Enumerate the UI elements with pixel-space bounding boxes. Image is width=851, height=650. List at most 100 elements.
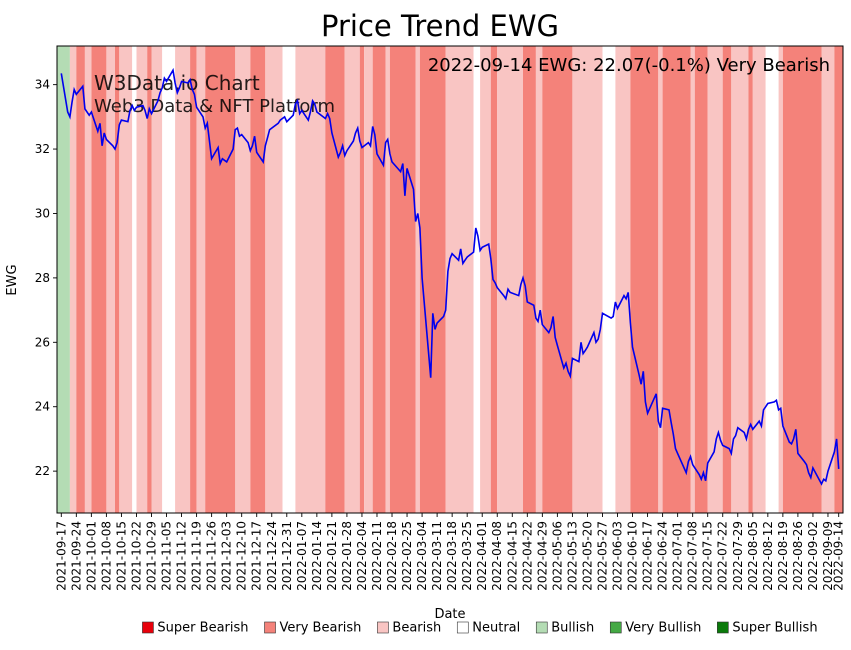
x-tick-label: 2022-02-18	[385, 521, 399, 591]
legend-swatch-bearish	[377, 621, 389, 634]
x-tick-label: 2022-06-03	[611, 521, 625, 591]
x-axis-ticks: 2021-09-17 2021-09-24 2021-10-01 2021-10-08…	[54, 513, 846, 591]
sentiment-band-very_bearish	[419, 46, 446, 513]
x-tick-label: 2022-02-25	[400, 521, 414, 591]
sentiment-band-very_bearish	[389, 46, 416, 513]
legend-label-neutral: Neutral	[472, 621, 520, 636]
x-tick-label: 2022-09-14	[832, 521, 846, 591]
sentiment-band-very_bearish	[91, 46, 107, 513]
x-tick-label: 2022-05-20	[580, 521, 594, 591]
sentiment-band-bearish	[69, 46, 77, 513]
sentiment-band-neutral	[162, 46, 176, 513]
sentiment-band-bearish	[480, 46, 491, 513]
x-tick-label: 2022-07-08	[686, 521, 700, 591]
sentiment-band-bearish	[364, 46, 373, 513]
sentiment-band-very_bearish	[748, 46, 753, 513]
y-tick-label: 24	[35, 400, 50, 414]
x-tick-label: 2021-10-22	[129, 521, 143, 591]
latest-value-annotation: 2022-09-14 EWG: 22.07(-0.1%) Very Bearis…	[428, 55, 830, 76]
sentiment-band-bearish	[295, 46, 326, 513]
sentiment-band-very_bearish	[523, 46, 536, 513]
x-tick-label: 2022-01-14	[310, 521, 324, 591]
sentiment-band-bullish	[57, 46, 70, 513]
sentiment-band-very_bearish	[662, 46, 691, 513]
x-tick-label: 2021-12-24	[265, 521, 279, 591]
x-tick-label: 2022-07-29	[731, 521, 745, 591]
sentiment-band-very_bearish	[205, 46, 236, 513]
sentiment-band-very_bearish	[694, 46, 708, 513]
legend-label-very_bullish: Very Bullish	[625, 621, 701, 636]
sentiment-band-very_bearish	[542, 46, 573, 513]
y-tick-label: 28	[35, 271, 50, 285]
sentiment-band-very_bearish	[722, 46, 732, 513]
x-tick-label: 2021-10-01	[84, 521, 98, 591]
sentiment-band-very_bearish	[190, 46, 197, 513]
sentiment-band-neutral	[765, 46, 779, 513]
chart-title: Price Trend EWG	[321, 9, 559, 43]
x-tick-label: 2022-04-22	[520, 521, 534, 591]
sentiment-band-bearish	[119, 46, 133, 513]
price-line	[60, 67, 840, 486]
x-tick-label: 2022-09-09	[821, 521, 835, 591]
watermark-line2: Web3 Data & NFT Platform	[94, 96, 335, 117]
sentiment-band-neutral	[602, 46, 616, 513]
y-tick-label: 30	[35, 206, 50, 220]
sentiment-band-very_bearish	[630, 46, 659, 513]
x-tick-label: 2022-03-04	[415, 521, 429, 591]
x-tick-label: 2022-06-24	[656, 521, 670, 591]
x-tick-label: 2022-03-25	[460, 521, 474, 591]
legend-label-super_bullish: Super Bullish	[732, 621, 817, 636]
x-tick-label: 2021-12-31	[280, 521, 294, 591]
sentiment-band-bearish	[265, 46, 283, 513]
x-tick-label: 2022-04-08	[490, 521, 504, 591]
x-tick-label: 2022-04-01	[475, 521, 489, 591]
sentiment-band-very_bearish	[359, 46, 365, 513]
x-tick-label: 2022-04-15	[505, 521, 519, 591]
x-tick-label: 2021-10-29	[144, 521, 158, 591]
sentiment-band-very_bearish	[782, 46, 822, 513]
sentiment-band-bearish	[151, 46, 163, 513]
x-tick-label: 2022-01-21	[325, 521, 339, 591]
sentiment-band-bearish	[821, 46, 835, 513]
sentiment-band-bearish	[445, 46, 474, 513]
x-tick-label: 2022-07-15	[701, 521, 715, 591]
sentiment-band-bearish	[196, 46, 206, 513]
x-tick-label: 2021-09-24	[69, 521, 83, 591]
sentiment-band-neutral	[473, 46, 480, 513]
x-tick-label: 2022-07-22	[716, 521, 730, 591]
x-tick-label: 2021-10-15	[114, 521, 128, 591]
x-tick-label: 2021-11-19	[190, 521, 204, 591]
x-tick-label: 2022-09-02	[806, 521, 820, 591]
x-tick-label: 2022-02-11	[370, 521, 384, 591]
x-axis-label: Date	[434, 607, 465, 622]
x-tick-label: 2022-05-27	[595, 521, 609, 591]
x-tick-label: 2022-05-13	[565, 521, 579, 591]
x-tick-label: 2022-06-10	[626, 521, 640, 591]
x-tick-label: 2021-09-17	[54, 521, 68, 591]
x-tick-label: 2021-12-03	[220, 521, 234, 591]
x-tick-label: 2022-01-28	[340, 521, 354, 591]
x-tick-label: 2022-03-11	[430, 521, 444, 591]
x-tick-label: 2022-07-01	[671, 521, 685, 591]
sentiment-band-bearish	[752, 46, 766, 513]
y-tick-label: 34	[35, 78, 50, 92]
x-tick-label: 2021-12-17	[250, 521, 264, 591]
legend-swatch-very_bearish	[264, 621, 276, 634]
x-tick-label: 2022-02-04	[355, 521, 369, 591]
sentiment-band-bearish	[415, 46, 420, 513]
sentiment-band-bearish	[235, 46, 251, 513]
x-tick-label: 2021-11-12	[175, 521, 189, 591]
sentiment-band-bearish	[535, 46, 543, 513]
sentiment-band-very_bearish	[76, 46, 85, 513]
sentiment-band-neutral	[282, 46, 296, 513]
plot-border	[56, 45, 844, 514]
sentiment-band-bearish	[106, 46, 115, 513]
sentiment-band-bearish	[615, 46, 631, 513]
legend-swatch-very_bullish	[609, 621, 622, 634]
x-tick-label: 2022-03-18	[445, 521, 459, 591]
sentiment-band-bearish	[344, 46, 360, 513]
y-axis-ticks: 22 24 26 28 30 32 34	[35, 78, 57, 478]
sentiment-band-very_bearish	[490, 46, 498, 513]
sentiment-band-bearish	[497, 46, 523, 513]
